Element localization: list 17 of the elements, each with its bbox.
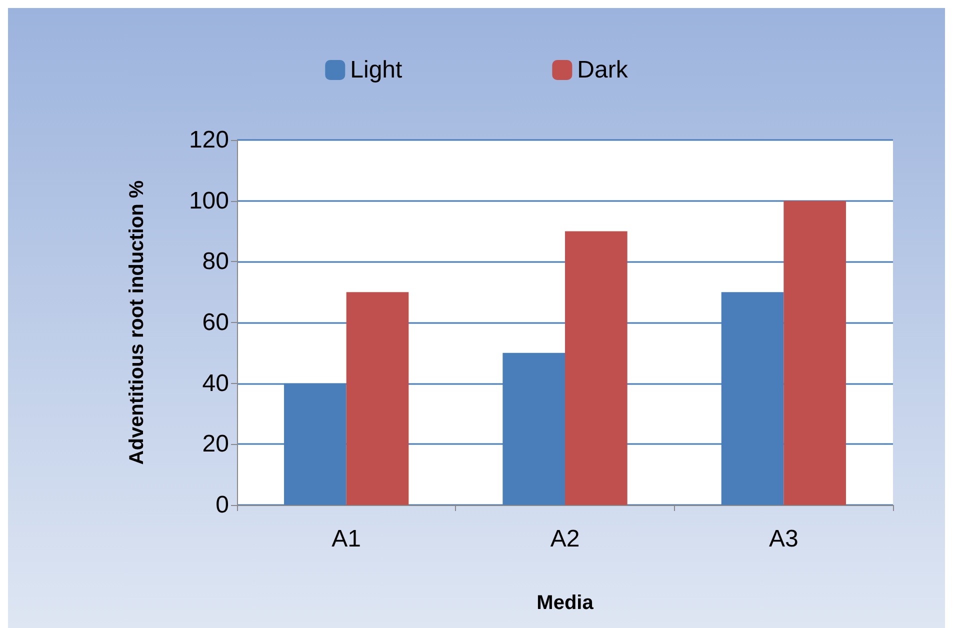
x-tick-label: A2	[550, 526, 580, 552]
y-tick-label: 20	[202, 430, 229, 458]
legend-label: Dark	[577, 56, 629, 84]
y-axis-title: Adventitious root induction %	[126, 180, 148, 465]
x-axis-title: Media	[536, 592, 594, 614]
y-tick-label: 0	[216, 492, 229, 518]
y-tick-label: 60	[202, 309, 229, 336]
x-tick-label: A3	[768, 526, 798, 552]
y-tick-label: 120	[188, 126, 229, 154]
y-tick-label: 80	[202, 248, 229, 276]
legend-label: Light	[350, 56, 403, 84]
bar	[784, 200, 846, 505]
x-tick-label: A1	[332, 526, 362, 552]
y-tick-label: 100	[188, 187, 229, 214]
bar	[346, 292, 409, 505]
y-tick-label: 40	[202, 370, 229, 397]
bar	[565, 231, 628, 505]
